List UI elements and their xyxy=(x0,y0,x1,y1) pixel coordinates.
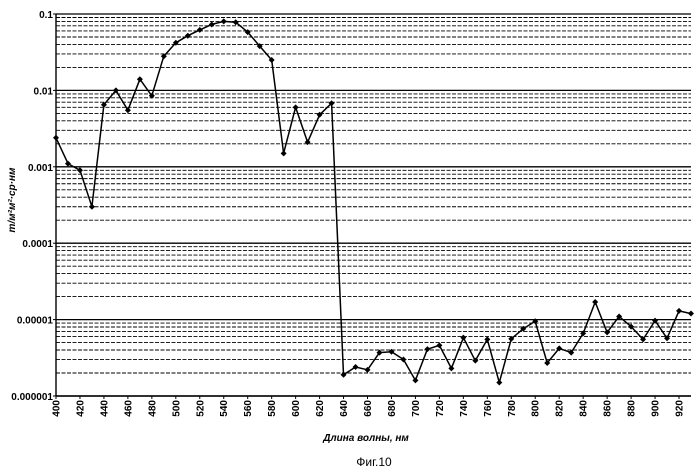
x-tick-label: 740 xyxy=(459,400,470,417)
figure-caption: Фиг.10 xyxy=(356,455,392,469)
x-tick-label: 540 xyxy=(219,400,230,417)
x-tick-label: 480 xyxy=(147,400,158,417)
y-axis-title: т/м²м²·ср·нм xyxy=(7,167,18,232)
x-tick-label: 900 xyxy=(651,400,662,417)
x-tick-label: 880 xyxy=(627,400,638,417)
x-tick-label: 660 xyxy=(363,400,374,417)
x-tick-label: 840 xyxy=(579,400,590,417)
x-tick-label: 460 xyxy=(123,400,134,417)
y-tick-label: 0.001 xyxy=(28,163,53,174)
x-tick-label: 800 xyxy=(531,400,542,417)
x-tick-label: 580 xyxy=(267,400,278,417)
y-tick-label: 0.000001 xyxy=(11,392,53,403)
x-tick-label: 920 xyxy=(675,400,686,417)
x-tick-label: 620 xyxy=(315,400,326,417)
x-tick-label: 640 xyxy=(339,400,350,417)
x-tick-label: 780 xyxy=(507,400,518,417)
x-tick-label: 560 xyxy=(243,400,254,417)
y-tick-label: 0.0001 xyxy=(22,239,53,250)
x-tick-label: 860 xyxy=(603,400,614,417)
x-tick-label: 440 xyxy=(99,400,110,417)
x-axis-title: Длина волны, нм xyxy=(322,433,409,444)
x-tick-label: 500 xyxy=(171,400,182,417)
x-tick-label: 720 xyxy=(435,400,446,417)
y-tick-label: 0.00001 xyxy=(17,316,54,327)
x-tick-label: 680 xyxy=(387,400,398,417)
x-tick-label: 600 xyxy=(291,400,302,417)
x-tick-label: 760 xyxy=(483,400,494,417)
y-tick-label: 0.01 xyxy=(34,86,54,97)
x-tick-label: 820 xyxy=(555,400,566,417)
x-tick-label: 520 xyxy=(195,400,206,417)
x-tick-label: 700 xyxy=(411,400,422,417)
x-tick-label: 400 xyxy=(52,400,63,417)
x-tick-label: 420 xyxy=(75,400,86,417)
y-tick-label: 0.1 xyxy=(39,10,53,21)
